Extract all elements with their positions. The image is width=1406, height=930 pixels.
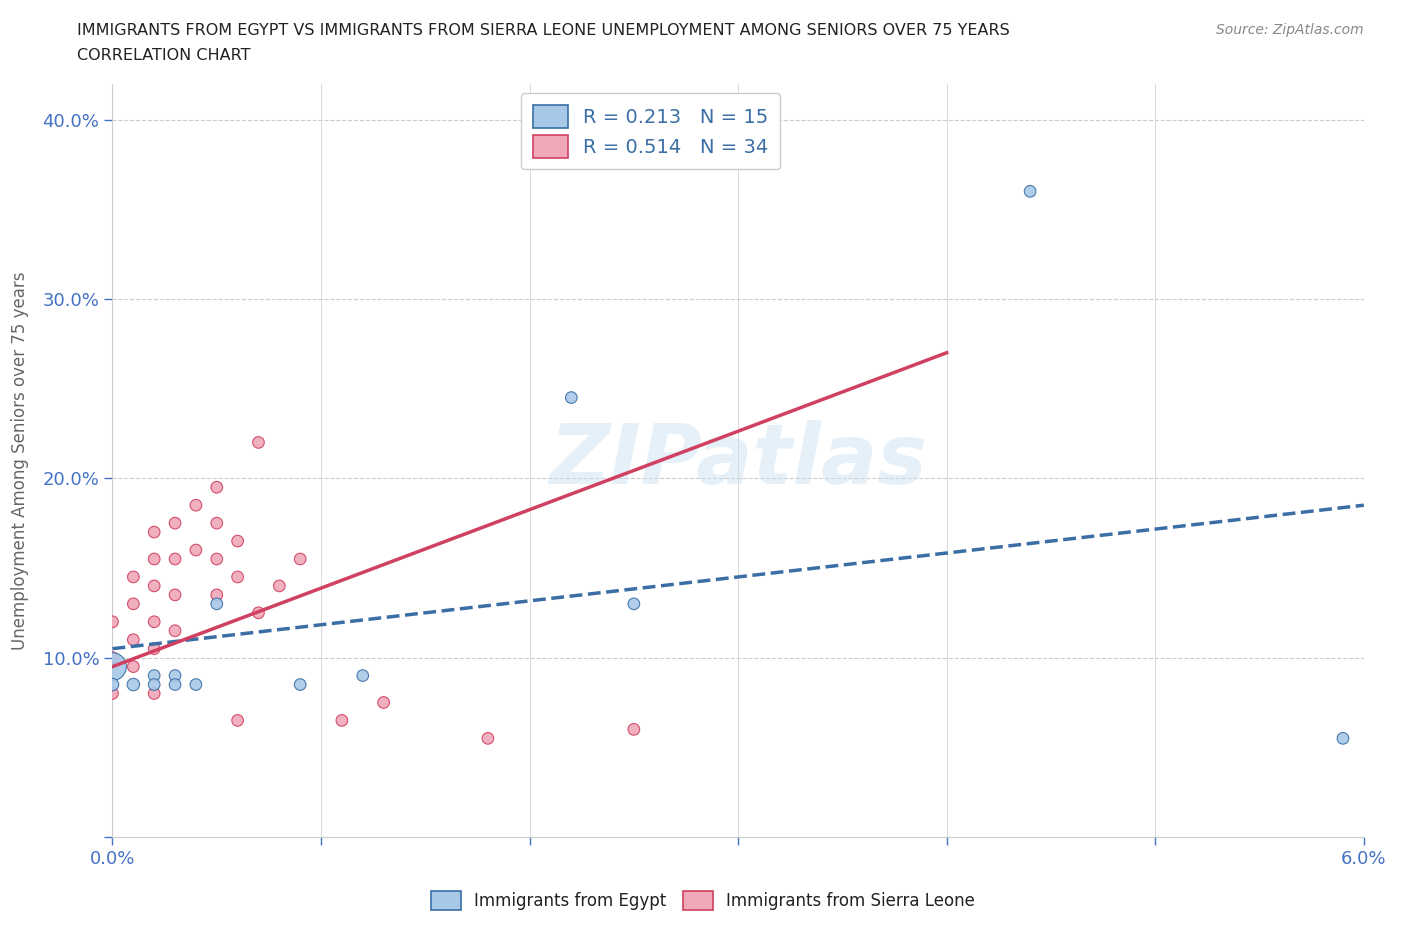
Point bbox=[477, 731, 499, 746]
Y-axis label: Unemployment Among Seniors over 75 years: Unemployment Among Seniors over 75 years bbox=[10, 272, 28, 649]
Point bbox=[122, 596, 145, 611]
Point bbox=[205, 551, 228, 566]
Point bbox=[122, 677, 145, 692]
Point bbox=[101, 686, 124, 701]
Point bbox=[101, 677, 124, 692]
Point bbox=[143, 677, 166, 692]
Point bbox=[122, 659, 145, 674]
Point bbox=[143, 668, 166, 683]
Point bbox=[143, 578, 166, 593]
Point bbox=[101, 659, 124, 674]
Point bbox=[143, 642, 166, 657]
Point bbox=[373, 695, 395, 710]
Text: ZIPatlas: ZIPatlas bbox=[550, 419, 927, 501]
Point bbox=[165, 515, 187, 530]
Point bbox=[352, 668, 374, 683]
Point bbox=[1019, 184, 1042, 199]
Point bbox=[226, 569, 249, 584]
Point bbox=[330, 713, 353, 728]
Point bbox=[165, 677, 187, 692]
Point bbox=[165, 588, 187, 603]
Text: Source: ZipAtlas.com: Source: ZipAtlas.com bbox=[1216, 23, 1364, 37]
Point bbox=[101, 615, 124, 630]
Point bbox=[143, 615, 166, 630]
Point bbox=[623, 722, 645, 737]
Point bbox=[165, 551, 187, 566]
Point bbox=[143, 551, 166, 566]
Point bbox=[165, 623, 187, 638]
Point bbox=[560, 391, 582, 405]
Point bbox=[1331, 731, 1354, 746]
Point bbox=[205, 480, 228, 495]
Point bbox=[165, 668, 187, 683]
Text: IMMIGRANTS FROM EGYPT VS IMMIGRANTS FROM SIERRA LEONE UNEMPLOYMENT AMONG SENIORS: IMMIGRANTS FROM EGYPT VS IMMIGRANTS FROM… bbox=[77, 23, 1010, 38]
Point bbox=[122, 569, 145, 584]
Point bbox=[205, 515, 228, 530]
Point bbox=[226, 713, 249, 728]
Point bbox=[247, 435, 270, 450]
Legend: Immigrants from Egypt, Immigrants from Sierra Leone: Immigrants from Egypt, Immigrants from S… bbox=[425, 884, 981, 917]
Point bbox=[184, 677, 207, 692]
Point bbox=[205, 588, 228, 603]
Point bbox=[247, 605, 270, 620]
Point bbox=[143, 525, 166, 539]
Text: CORRELATION CHART: CORRELATION CHART bbox=[77, 48, 250, 63]
Point bbox=[101, 650, 124, 665]
Point bbox=[290, 551, 312, 566]
Point bbox=[122, 632, 145, 647]
Point bbox=[205, 596, 228, 611]
Point bbox=[184, 498, 207, 512]
Point bbox=[269, 578, 291, 593]
Point bbox=[184, 542, 207, 557]
Legend: R = 0.213   N = 15, R = 0.514   N = 34: R = 0.213 N = 15, R = 0.514 N = 34 bbox=[522, 93, 780, 169]
Point bbox=[290, 677, 312, 692]
Point bbox=[143, 686, 166, 701]
Point bbox=[226, 534, 249, 549]
Point bbox=[623, 596, 645, 611]
